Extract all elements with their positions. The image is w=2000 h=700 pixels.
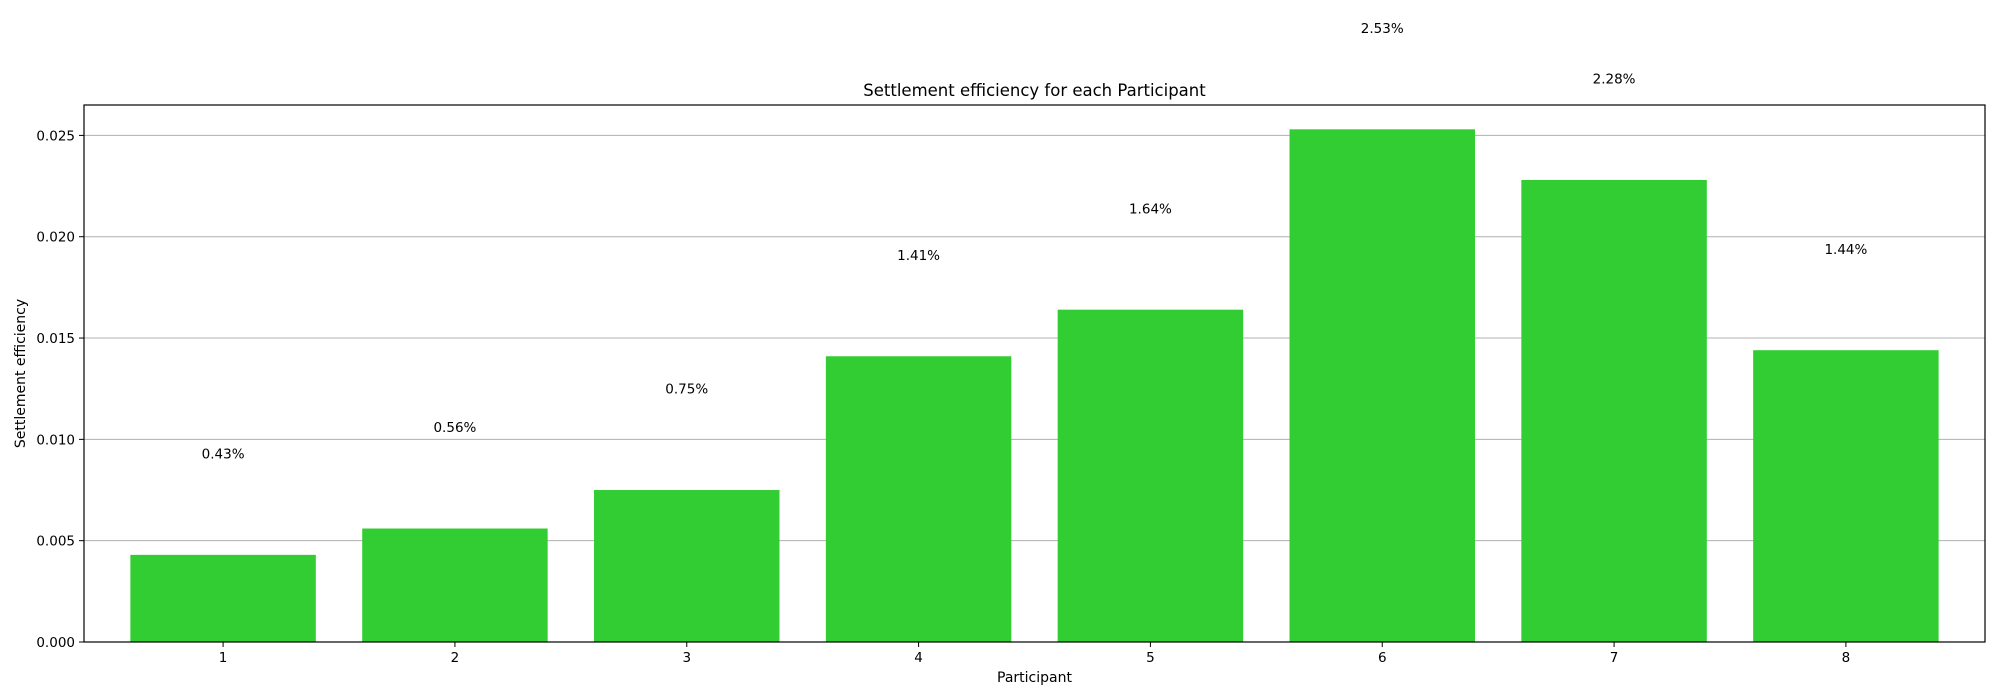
- x-tick-label: 5: [1146, 650, 1155, 666]
- x-tick-label: 3: [682, 650, 691, 666]
- data-labels: 0.43% 0.56% 0.75% 1.41% 1.64% 2.53% 2.28% 1.44%: [202, 21, 1868, 463]
- x-axis-ticks: 1 2 3 4 5 6 7 8: [219, 642, 1850, 666]
- x-tick-label: 4: [914, 650, 923, 666]
- bar-value-label: 0.56%: [433, 420, 476, 436]
- y-axis-title: Settlement efficiency: [13, 299, 29, 448]
- bar: [1521, 179, 1707, 642]
- x-tick-label: 1: [219, 650, 228, 666]
- bar-value-label: 1.64%: [1129, 201, 1172, 217]
- bar: [594, 490, 780, 642]
- y-axis-ticks: 0.000 0.005 0.010 0.015 0.020 0.025: [36, 128, 84, 651]
- bar: [1753, 350, 1939, 642]
- bar-value-label: 0.75%: [665, 382, 708, 398]
- bar-value-label: 2.28%: [1593, 72, 1636, 88]
- chart-title: Settlement efficiency for each Participa…: [863, 81, 1206, 100]
- bar-value-label: 2.53%: [1361, 21, 1404, 37]
- x-tick-label: 2: [451, 650, 460, 666]
- y-tick-label: 0.025: [36, 128, 75, 144]
- axes: [83, 104, 1986, 643]
- y-tick-label: 0.000: [36, 635, 75, 651]
- bar-value-label: 1.44%: [1824, 242, 1867, 258]
- y-tick-label: 0.005: [36, 534, 75, 550]
- bar: [1057, 309, 1244, 642]
- bar-value-label: 0.43%: [202, 447, 245, 463]
- x-tick-label: 8: [1842, 650, 1851, 666]
- x-axis-title: Participant: [997, 670, 1072, 686]
- bar-value-label: 1.41%: [897, 248, 940, 264]
- bar: [825, 356, 1012, 642]
- y-tick-label: 0.015: [36, 331, 75, 347]
- y-tick-label: 0.010: [36, 432, 75, 448]
- plot-frame: [83, 104, 1986, 643]
- y-tick-label: 0.020: [36, 230, 75, 246]
- bar: [130, 554, 316, 642]
- bar: [1289, 129, 1475, 642]
- x-tick-label: 6: [1378, 650, 1387, 666]
- bars: [130, 129, 1939, 642]
- x-tick-label: 7: [1610, 650, 1619, 666]
- bar: [362, 528, 548, 642]
